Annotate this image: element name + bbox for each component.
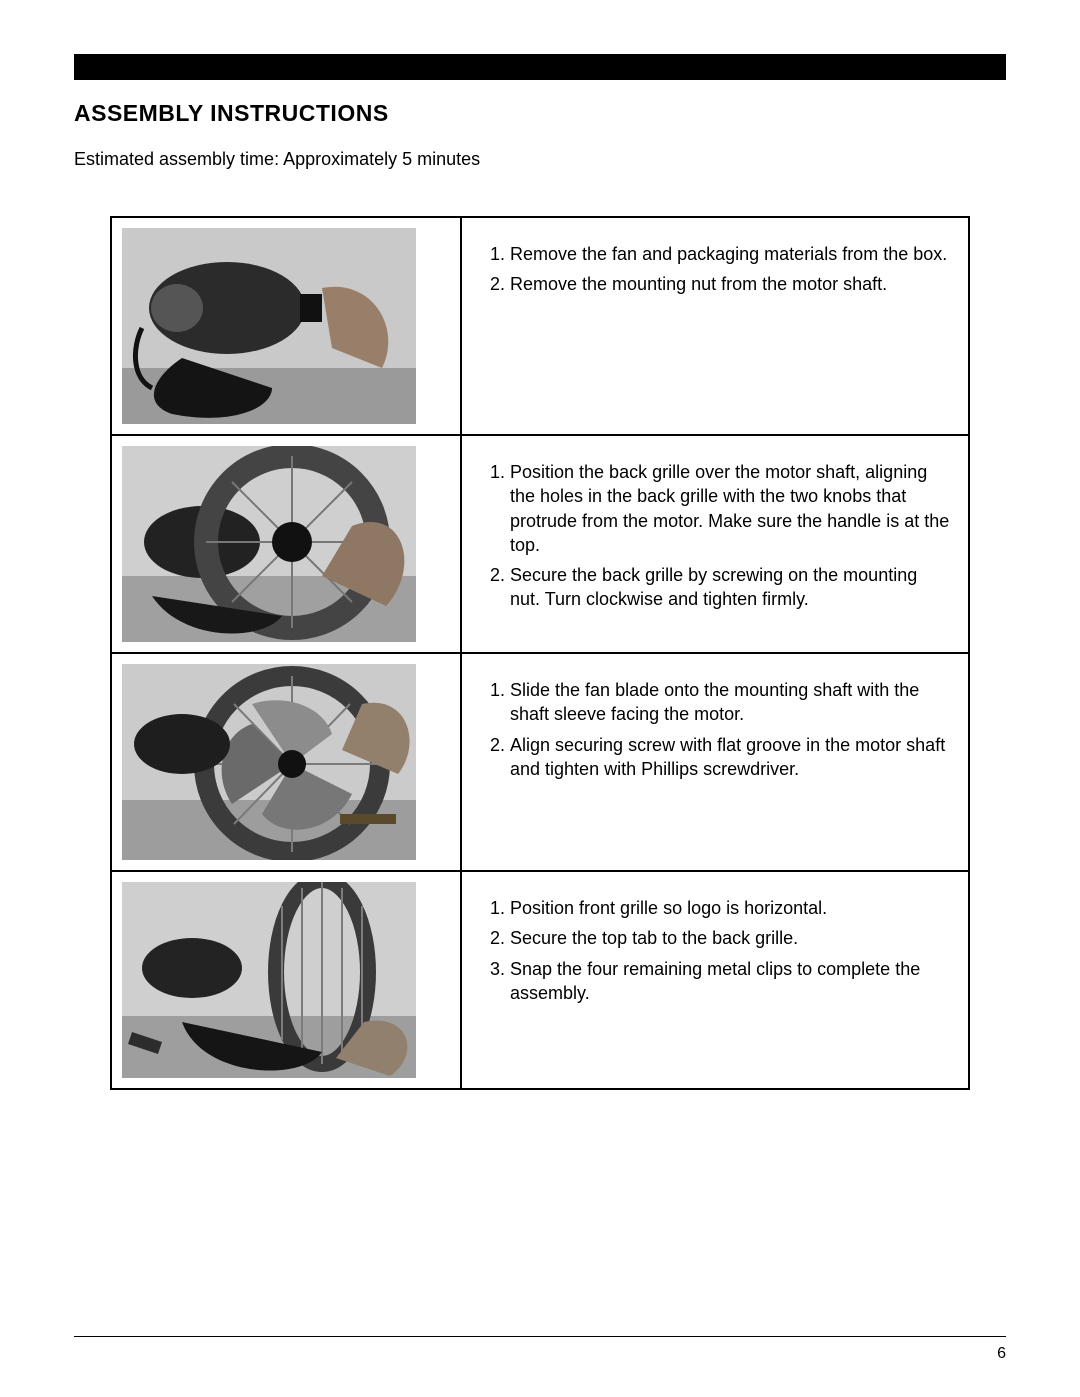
step-item: Secure the top tab to the back grille. (510, 926, 950, 950)
step-photo (122, 446, 416, 642)
step-item: Position front grille so logo is horizon… (510, 896, 950, 920)
section-title: ASSEMBLY INSTRUCTIONS (74, 100, 1006, 127)
step-list: Remove the fan and packaging materials f… (472, 242, 950, 297)
step-text-cell: Position the back grille over the motor … (461, 435, 969, 653)
assembly-steps-table: Remove the fan and packaging materials f… (110, 216, 970, 1090)
step-row: Position the back grille over the motor … (111, 435, 969, 653)
step-image-cell (111, 653, 461, 871)
manual-page: ASSEMBLY INSTRUCTIONS Estimated assembly… (0, 0, 1080, 1397)
step-row: Remove the fan and packaging materials f… (111, 217, 969, 435)
step-list: Position the back grille over the motor … (472, 460, 950, 612)
step-image-cell (111, 217, 461, 435)
step-row: Slide the fan blade onto the mounting sh… (111, 653, 969, 871)
step-text-cell: Remove the fan and packaging materials f… (461, 217, 969, 435)
step-item: Slide the fan blade onto the mounting sh… (510, 678, 950, 727)
step-item: Secure the back grille by screwing on th… (510, 563, 950, 612)
step-text-cell: Slide the fan blade onto the mounting sh… (461, 653, 969, 871)
step-image-cell (111, 435, 461, 653)
page-number: 6 (997, 1345, 1006, 1363)
step-item: Align securing screw with flat groove in… (510, 733, 950, 782)
step-image-cell (111, 871, 461, 1089)
step-item: Position the back grille over the motor … (510, 460, 950, 557)
step-photo (122, 228, 416, 424)
step-photo (122, 882, 416, 1078)
footer-rule (74, 1336, 1006, 1337)
step-photo (122, 664, 416, 860)
top-black-bar (74, 54, 1006, 80)
steps-table-container: Remove the fan and packaging materials f… (110, 216, 970, 1090)
assembly-time-note: Estimated assembly time: Approximately 5… (74, 149, 1006, 170)
step-row: Position front grille so logo is horizon… (111, 871, 969, 1089)
step-item: Snap the four remaining metal clips to c… (510, 957, 950, 1006)
step-text-cell: Position front grille so logo is horizon… (461, 871, 969, 1089)
step-item: Remove the mounting nut from the motor s… (510, 272, 950, 296)
step-item: Remove the fan and packaging materials f… (510, 242, 950, 266)
step-list: Position front grille so logo is horizon… (472, 896, 950, 1005)
step-list: Slide the fan blade onto the mounting sh… (472, 678, 950, 781)
